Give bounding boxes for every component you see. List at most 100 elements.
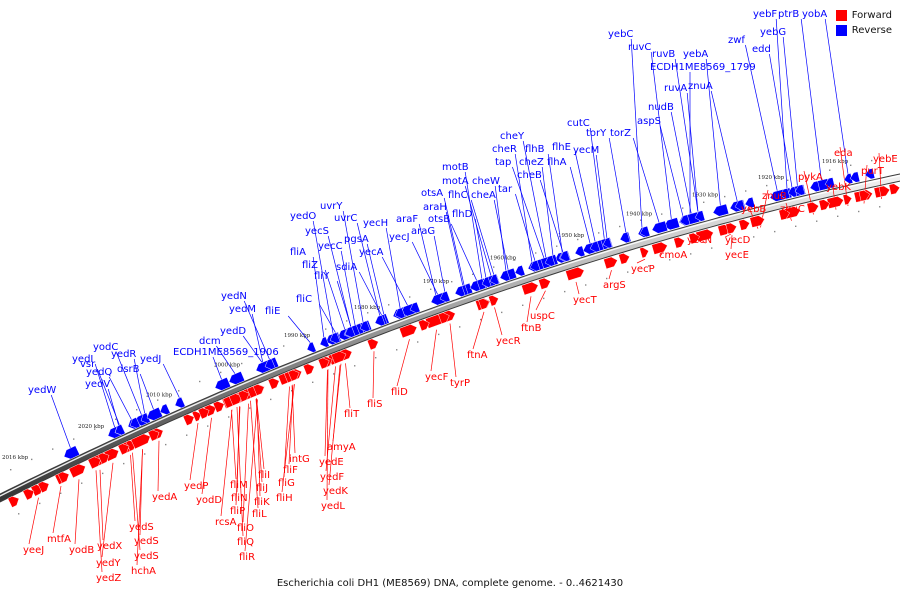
leader-line <box>99 469 104 541</box>
gene-arrow-forward <box>117 443 130 456</box>
gene-label-flij: fliJ <box>256 483 268 494</box>
gene-label-yoba: yobA <box>802 9 827 20</box>
scale-dot <box>52 448 54 450</box>
leader-line <box>328 365 341 486</box>
leader-line <box>212 356 223 383</box>
scale-dot <box>207 425 209 427</box>
leader-line <box>515 193 536 263</box>
leader-line <box>244 399 258 552</box>
gene-label-yebk: yebK <box>826 182 851 193</box>
scale-dot <box>585 284 587 286</box>
gene-arrow-forward <box>618 253 630 265</box>
gene-arrow-forward <box>147 429 160 442</box>
scale-dot <box>388 304 390 306</box>
legend-forward: Forward <box>835 8 892 23</box>
leader-line <box>589 127 605 241</box>
gene-label-yodd: yodD <box>196 495 222 506</box>
gene-label-yecc: yecC <box>318 241 343 252</box>
leader-line <box>283 386 290 478</box>
leader-line <box>324 369 328 457</box>
leader-line <box>231 409 237 480</box>
leader-line <box>775 18 788 189</box>
gene-label-flif: fliF <box>283 465 298 476</box>
gene-label-flim: fliM <box>230 480 248 491</box>
scale-dot <box>556 245 558 247</box>
gene-label-flin: fliN <box>231 493 248 504</box>
gene-label-yeda: yedA <box>152 492 177 503</box>
leader-line <box>356 222 381 317</box>
gene-arrow-forward <box>197 407 210 420</box>
leader-line <box>162 363 181 400</box>
scale-dot <box>81 482 83 484</box>
gene-arrow-forward-yebk <box>826 196 844 209</box>
gene-arrow-forward-pyka <box>806 202 819 214</box>
scale-dot <box>262 354 264 356</box>
leader-line <box>242 335 264 365</box>
leader-line <box>630 38 643 229</box>
gene-label-tory: torY <box>586 128 607 139</box>
gene-arrow-forward <box>267 377 280 390</box>
leader-line <box>526 296 532 323</box>
gene-label-flhe: flhE <box>552 142 571 153</box>
scale-dot <box>438 333 440 336</box>
leader-line <box>101 462 114 558</box>
leader-line <box>251 313 264 364</box>
scale-dot <box>837 215 839 217</box>
gene-arrow-forward-yedp <box>191 410 202 422</box>
leader-line <box>133 358 146 415</box>
gene-label-yecp: yecP <box>631 264 655 275</box>
scale-dot <box>325 328 327 330</box>
leader-line <box>381 256 409 308</box>
gene-label-yece: yecE <box>725 250 749 261</box>
leader-line <box>449 323 457 378</box>
gene-arrow-forward <box>57 471 70 484</box>
scale-dot <box>102 472 104 475</box>
gene-label-chea: cheA <box>471 190 496 201</box>
gene-label-dsrb: dsrB <box>117 364 140 375</box>
leader-line <box>686 92 699 213</box>
gene-label-yedm: yedM <box>229 304 256 315</box>
gene-label-yecn: yecN <box>687 235 712 246</box>
scale-dot <box>367 312 369 314</box>
scale-dot <box>753 236 755 238</box>
gene-arrow-forward <box>182 414 195 426</box>
kbp-marker-label: 1916 kbp <box>822 159 849 165</box>
gene-label-yeca: yecA <box>359 247 384 258</box>
gene-label-flio: fliO <box>237 523 254 534</box>
gene-arrow-forward <box>212 401 225 413</box>
kbp-marker-label: 2020 kbp <box>78 424 105 430</box>
scale-dot <box>178 390 180 392</box>
leader-line <box>710 90 738 203</box>
gene-arrow-reverse <box>574 245 586 257</box>
gene-arrow-forward <box>688 232 700 245</box>
gene-label-cutc: cutC <box>567 118 590 129</box>
scale-ticks: 1916 kbp 1920 kbp 1930 kbp 1940 kbp 1950 kbp… <box>2 155 894 515</box>
gene-arrow-forward-fliq <box>228 393 243 406</box>
gene-arrow-reverse-edd <box>787 186 798 198</box>
leader-line <box>445 211 464 287</box>
gene-label-chey: cheY <box>500 131 525 142</box>
gene-label-nudb: nudB <box>648 102 674 113</box>
gene-label-znua: znuA <box>688 81 713 92</box>
leader-line <box>411 241 439 297</box>
leader-line <box>326 369 329 501</box>
gene-label-args: argS <box>603 280 626 291</box>
leader-line <box>494 185 507 272</box>
gene-label-purt: purT <box>861 166 885 177</box>
scale-dot <box>514 259 516 261</box>
gene-label-eda: eda <box>834 148 853 159</box>
gene-arrow-forward <box>237 390 250 403</box>
gene-arrow-reverse <box>679 214 691 226</box>
leader-line <box>541 166 554 256</box>
scale-dot <box>283 345 285 347</box>
legend-forward-label: Forward <box>851 10 892 21</box>
kbp-marker-label: 2000 kbp <box>214 362 241 368</box>
gene-label-yedk: yedK <box>323 486 348 497</box>
scale-dot <box>724 195 726 198</box>
gene-label-yedo: yedO <box>290 211 316 222</box>
leader-line <box>450 223 478 283</box>
gene-arrow-forward-uspc <box>538 277 551 290</box>
leader-line <box>547 153 563 254</box>
scale-dot <box>703 201 705 203</box>
